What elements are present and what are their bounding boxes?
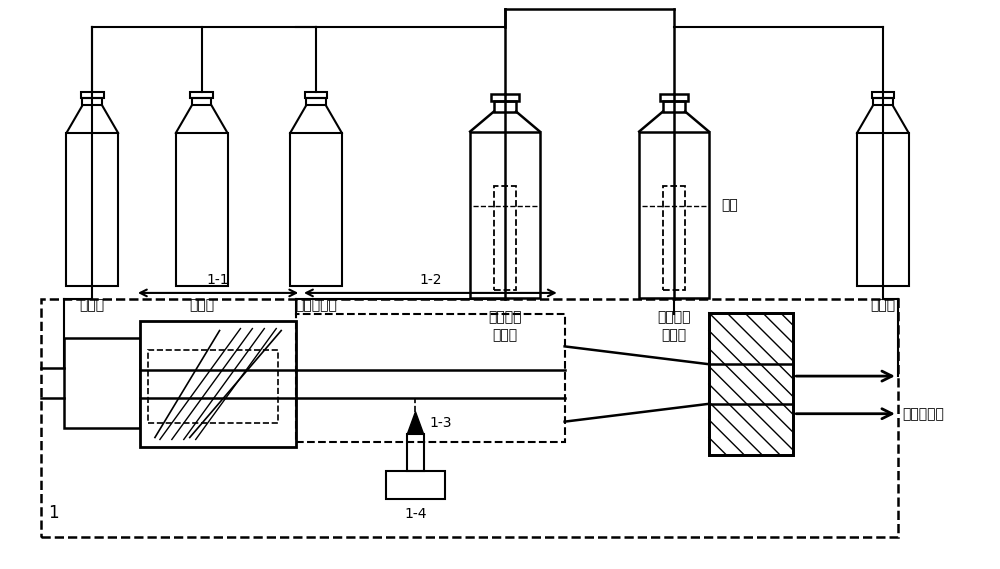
Text: 三氯氧磷
鼓泡器: 三氯氧磷 鼓泡器: [488, 310, 522, 342]
Bar: [41, 299, 898, 537]
Bar: [494, 101, 516, 112]
Bar: [709, 313, 793, 455]
Bar: [660, 94, 688, 101]
Bar: [140, 321, 296, 447]
Text: 1-3: 1-3: [429, 415, 452, 430]
Bar: [82, 98, 102, 105]
Bar: [290, 133, 342, 286]
Text: 通向废气塔: 通向废气塔: [903, 407, 945, 420]
Bar: [192, 98, 211, 105]
Bar: [709, 313, 793, 455]
Bar: [190, 93, 213, 98]
Bar: [663, 187, 685, 290]
Polygon shape: [408, 412, 423, 434]
Text: 液面: 液面: [722, 198, 739, 212]
Text: 1-4: 1-4: [404, 507, 427, 521]
Bar: [872, 93, 894, 98]
Text: 氧气瓶: 氧气瓶: [870, 298, 895, 312]
Bar: [305, 93, 327, 98]
Text: 氧气瓶: 氧气瓶: [80, 298, 105, 312]
Text: 1-2: 1-2: [419, 273, 442, 287]
Bar: [857, 133, 909, 286]
Bar: [407, 434, 424, 471]
Bar: [494, 187, 516, 290]
Bar: [81, 93, 104, 98]
Text: 六氟化硫瓶: 六氟化硫瓶: [295, 298, 337, 312]
Bar: [66, 133, 118, 286]
Bar: [873, 98, 893, 105]
Bar: [296, 314, 565, 443]
Bar: [386, 471, 445, 499]
Bar: [470, 131, 540, 298]
Bar: [64, 339, 140, 427]
Text: 氯气瓶: 氯气瓶: [189, 298, 214, 312]
Text: 1: 1: [49, 504, 59, 522]
Text: 1-1: 1-1: [207, 273, 229, 287]
Bar: [306, 98, 326, 105]
Bar: [176, 133, 228, 286]
Bar: [148, 351, 278, 423]
Bar: [663, 101, 685, 112]
Text: 四氯化硅
鼓泡器: 四氯化硅 鼓泡器: [657, 310, 691, 342]
Bar: [639, 131, 709, 298]
Bar: [491, 94, 519, 101]
